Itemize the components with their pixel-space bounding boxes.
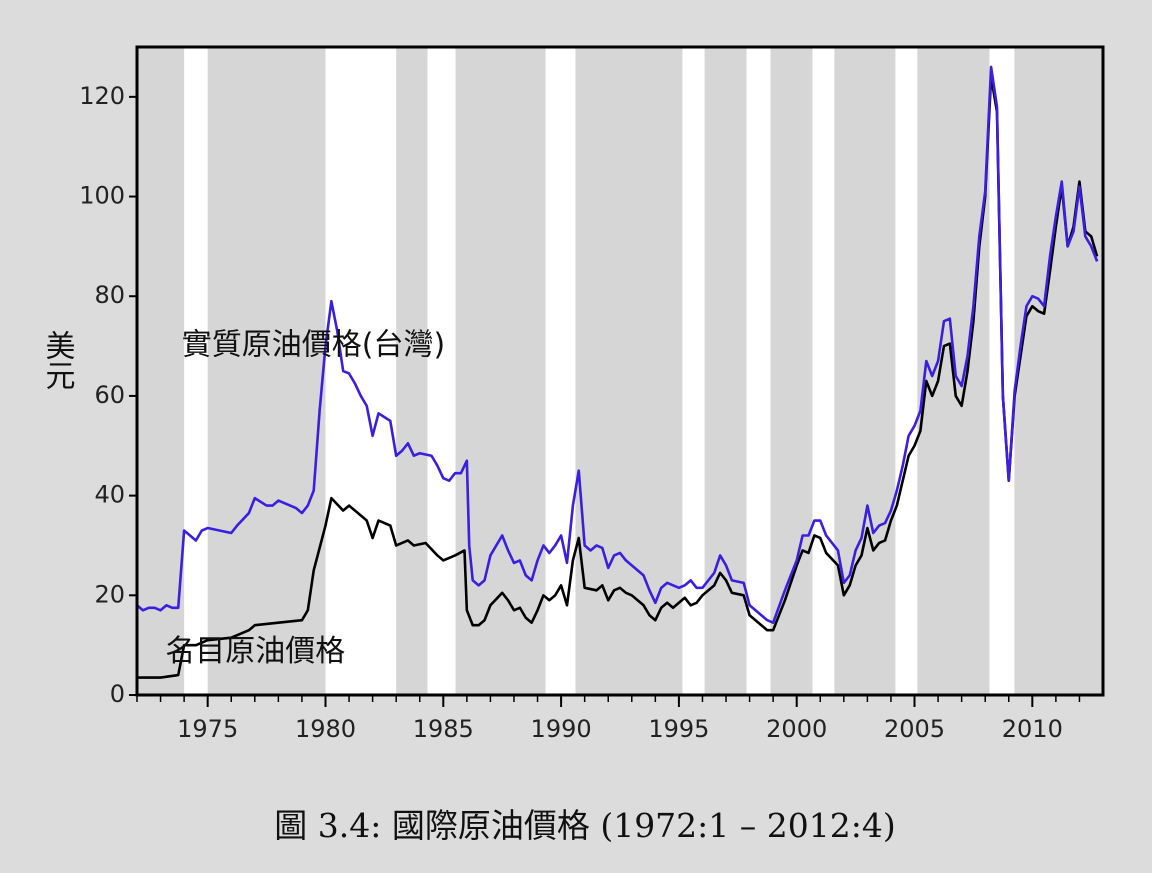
shaded-period	[545, 47, 576, 695]
y-tick-label: 20	[94, 580, 125, 608]
shaded-period	[427, 47, 456, 695]
y-tick-label: 120	[79, 82, 125, 110]
x-tick-label: 1995	[648, 715, 709, 743]
shaded-period	[895, 47, 918, 695]
series-line	[137, 75, 1099, 679]
series-line	[136, 65, 1099, 625]
x-tick-label: 1980	[295, 715, 356, 743]
y-tick-label: 60	[94, 381, 125, 409]
shaded-period	[746, 47, 771, 695]
plot-background	[137, 47, 1103, 695]
x-tick-label: 1975	[177, 715, 238, 743]
shaded-period	[682, 47, 705, 695]
plot-area: 0 20 40 60 80 100 120 1975 1980 1985 1990 1995 2000 2…	[79, 45, 1105, 743]
y-tick-label: 100	[79, 182, 125, 210]
shaded-period	[184, 47, 208, 695]
x-tick-label: 1985	[413, 715, 474, 743]
annotation: 名目原油價格	[165, 634, 345, 669]
y-axis-label: 美元	[40, 330, 75, 390]
y-tick-label: 40	[94, 481, 125, 509]
shaded-period	[812, 47, 835, 695]
y-tick-label: 80	[94, 281, 125, 309]
annotation: 實質原油價格(台灣)	[182, 328, 445, 363]
caption: 圖 3.4: 國際原油價格 (1972:1 – 2012:4)	[274, 806, 896, 845]
x-tick-label: 1990	[531, 715, 592, 743]
x-tick-label: 2010	[1002, 715, 1063, 743]
shaded-period	[325, 47, 397, 695]
y-tick-label: 0	[110, 680, 125, 708]
x-tick-label: 2005	[884, 715, 945, 743]
plot-border	[135, 45, 1105, 697]
x-tick-label: 2000	[766, 715, 827, 743]
